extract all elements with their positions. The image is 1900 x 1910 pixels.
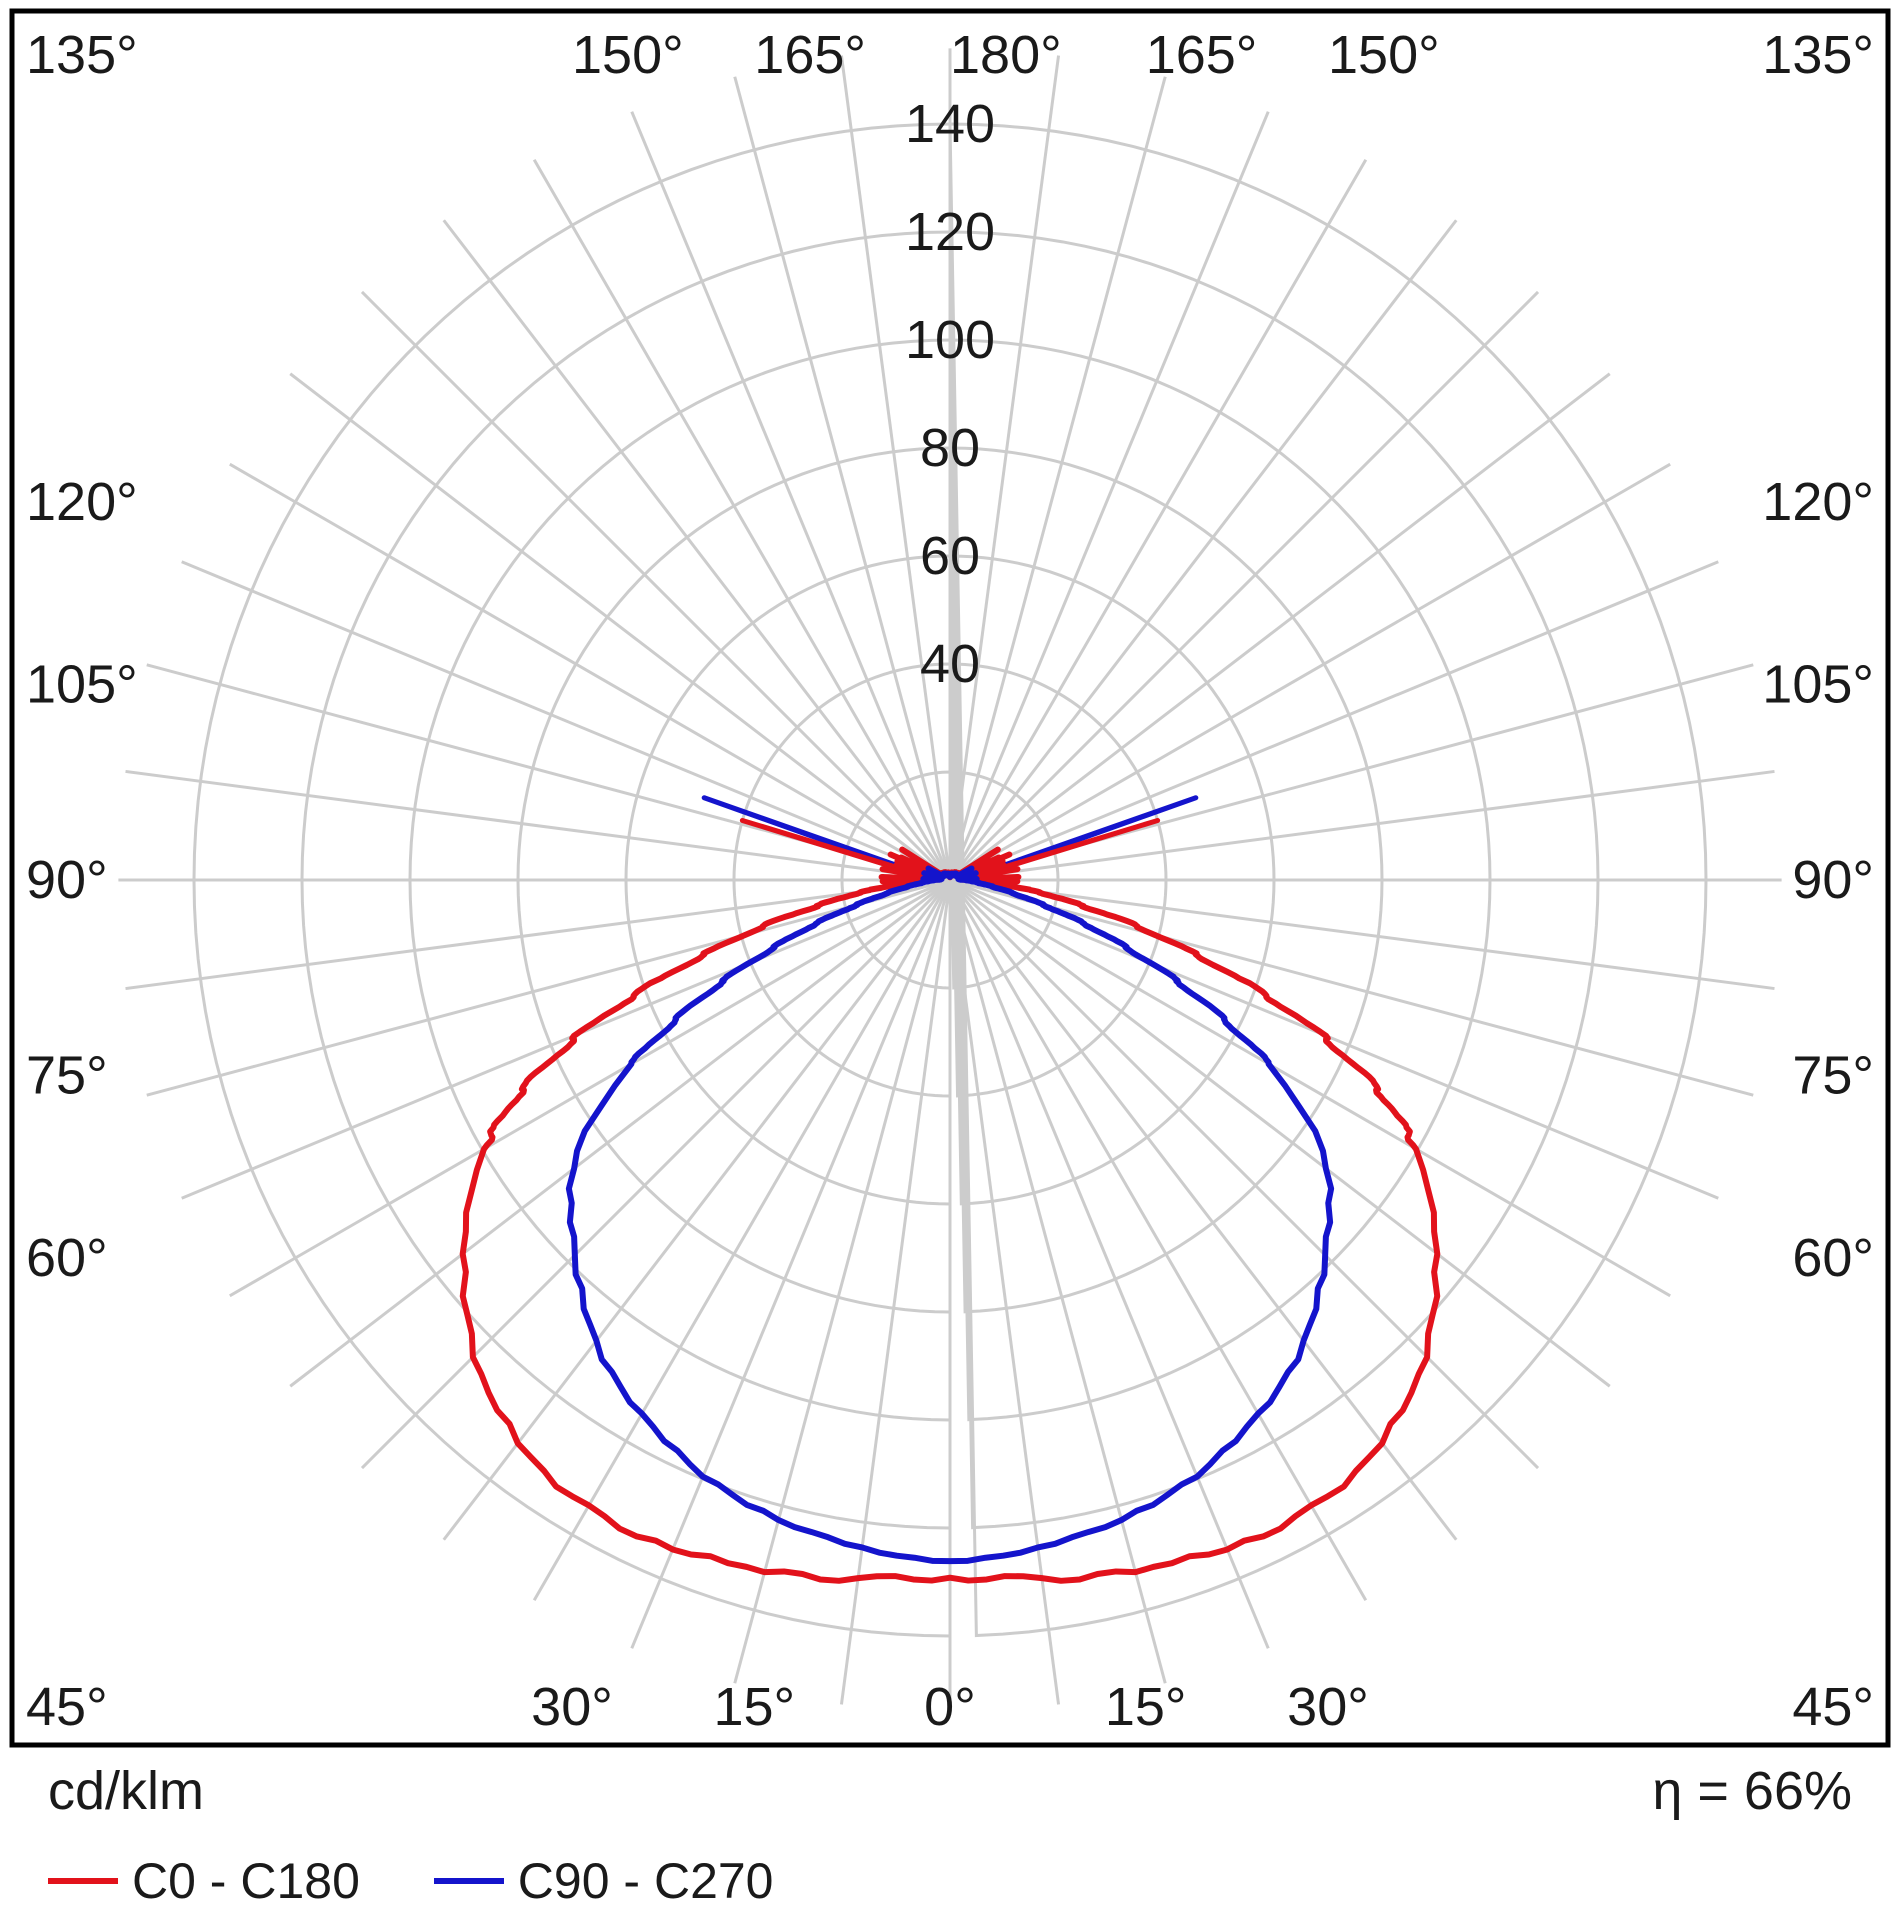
svg-text:135°: 135° — [1762, 25, 1874, 85]
svg-text:30°: 30° — [531, 1677, 613, 1737]
svg-text:45°: 45° — [26, 1677, 108, 1737]
svg-text:90°: 90° — [26, 850, 108, 910]
svg-text:150°: 150° — [572, 25, 684, 85]
svg-text:140: 140 — [905, 94, 995, 154]
svg-text:105°: 105° — [26, 654, 138, 714]
svg-text:120°: 120° — [26, 472, 138, 532]
svg-text:135°: 135° — [26, 25, 138, 85]
svg-text:0°: 0° — [924, 1677, 976, 1737]
svg-text:75°: 75° — [26, 1046, 108, 1106]
svg-text:30°: 30° — [1287, 1677, 1369, 1737]
svg-text:120°: 120° — [1762, 472, 1874, 532]
svg-text:90°: 90° — [1792, 850, 1874, 910]
svg-text:75°: 75° — [1792, 1046, 1874, 1106]
svg-text:45°: 45° — [1792, 1677, 1874, 1737]
svg-text:15°: 15° — [713, 1677, 795, 1737]
svg-text:60°: 60° — [1792, 1228, 1874, 1288]
svg-text:60°: 60° — [26, 1228, 108, 1288]
svg-text:15°: 15° — [1105, 1677, 1187, 1737]
svg-text:120: 120 — [905, 202, 995, 262]
svg-text:165°: 165° — [1146, 25, 1258, 85]
svg-text:40: 40 — [920, 634, 980, 694]
svg-text:180°: 180° — [950, 25, 1062, 85]
svg-text:150°: 150° — [1328, 25, 1440, 85]
svg-text:80: 80 — [920, 418, 980, 478]
svg-text:60: 60 — [920, 526, 980, 586]
svg-text:100: 100 — [905, 310, 995, 370]
svg-text:165°: 165° — [754, 25, 866, 85]
svg-text:105°: 105° — [1762, 654, 1874, 714]
